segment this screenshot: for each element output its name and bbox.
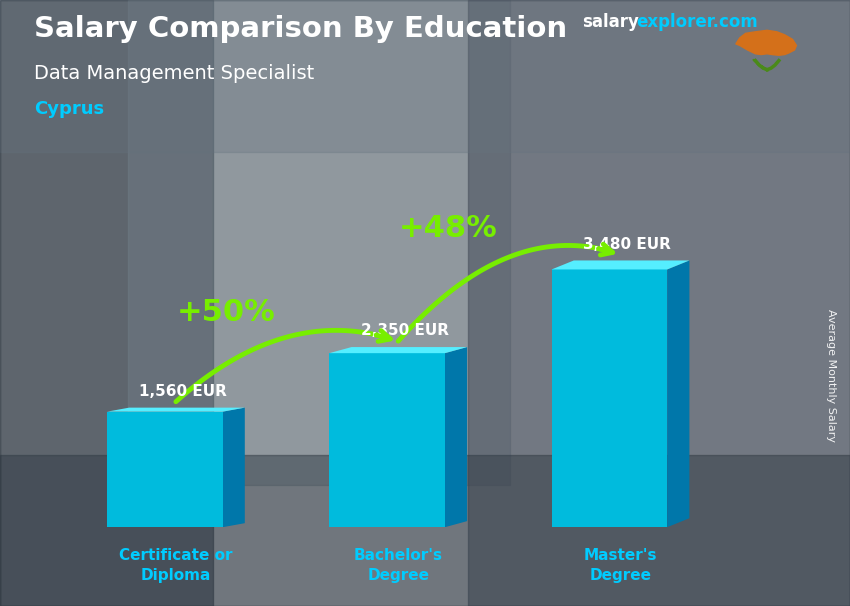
Polygon shape (667, 261, 689, 527)
Text: Master's
Degree: Master's Degree (584, 548, 657, 583)
Bar (0, 0, 850, 152)
Bar (552, 270, 667, 527)
Text: 1,560 EUR: 1,560 EUR (139, 384, 226, 399)
Polygon shape (736, 30, 796, 55)
Text: +50%: +50% (177, 298, 275, 327)
Polygon shape (552, 261, 689, 270)
Bar (329, 353, 445, 527)
Text: Data Management Specialist: Data Management Specialist (34, 64, 314, 82)
Text: 3,480 EUR: 3,480 EUR (583, 236, 672, 251)
Text: Average Monthly Salary: Average Monthly Salary (826, 309, 836, 442)
Polygon shape (445, 347, 468, 527)
Text: Cyprus: Cyprus (34, 100, 104, 118)
Polygon shape (107, 408, 245, 411)
Bar (128, 0, 510, 485)
Text: Bachelor's
Degree: Bachelor's Degree (354, 548, 443, 583)
Bar (0, 454, 850, 606)
Bar (0, 0, 212, 606)
Bar (468, 0, 850, 606)
Polygon shape (223, 408, 245, 527)
Polygon shape (329, 347, 468, 353)
Text: explorer.com: explorer.com (636, 13, 757, 32)
Text: Certificate or
Diploma: Certificate or Diploma (119, 548, 233, 583)
Text: 2,350 EUR: 2,350 EUR (361, 323, 449, 338)
Text: Salary Comparison By Education: Salary Comparison By Education (34, 15, 567, 43)
Text: +48%: +48% (399, 215, 497, 243)
Bar (107, 411, 223, 527)
Text: salary: salary (582, 13, 639, 32)
